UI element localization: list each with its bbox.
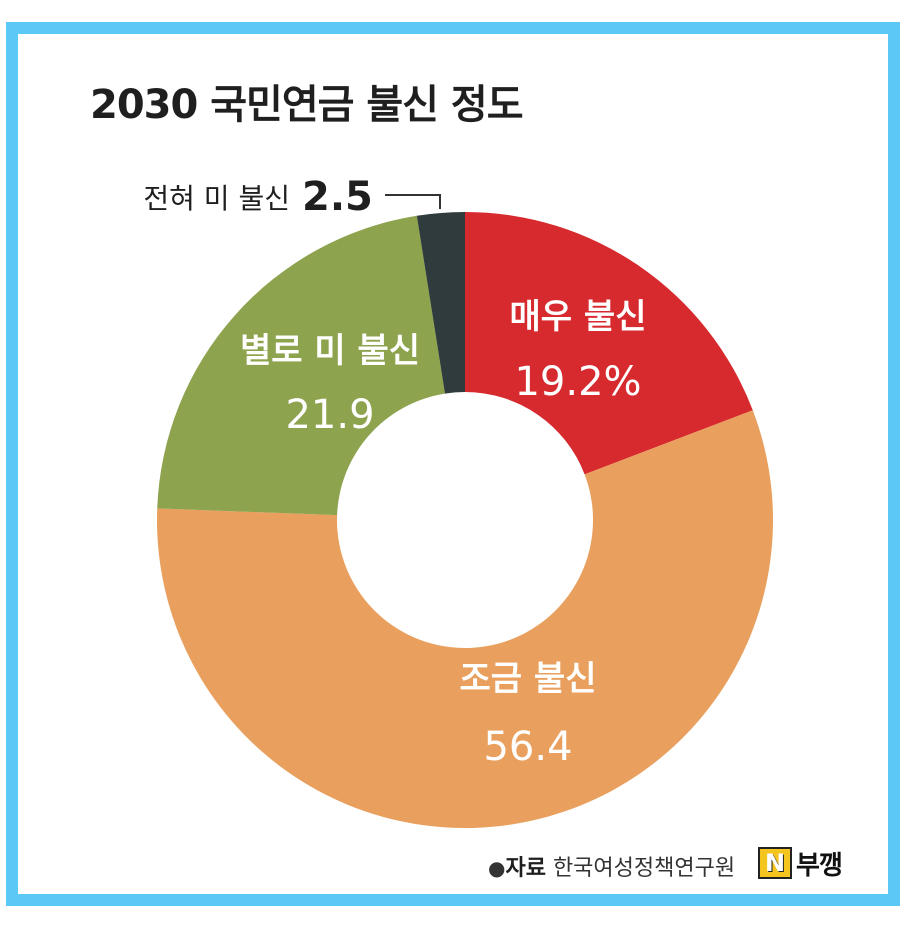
- value-label-별로-미-불신: 21.9: [285, 392, 374, 438]
- source-note: ●자료 한국여성정책연구원: [488, 850, 735, 882]
- source-bullet: ●: [488, 856, 506, 880]
- watermark-logo: N: [758, 847, 792, 879]
- watermark-text: 부깽: [796, 850, 843, 881]
- value-label-전혀-미-불신: 2.5: [302, 174, 373, 220]
- value-label-매우-불신: 19.2%: [514, 359, 641, 405]
- category-label-조금-불신: 조금 불신: [460, 659, 597, 699]
- watermark: N 부깽: [758, 846, 843, 881]
- category-label-전혀-미-불신: 전혀 미 불신: [143, 182, 290, 215]
- leader-line-전혀-미-불신: [385, 194, 441, 209]
- slice-별로-미-불신: [157, 215, 445, 516]
- source-text: 한국여성정책연구원: [552, 856, 736, 881]
- source-label: 자료: [505, 856, 546, 881]
- value-label-조금-불신: 56.4: [483, 724, 572, 770]
- slice-매우-불신: [465, 212, 753, 475]
- category-label-별로-미-불신: 별로 미 불신: [240, 331, 420, 371]
- category-label-매우-불신: 매우 불신: [510, 297, 647, 337]
- slice-전혀-미-불신: [416, 212, 465, 394]
- slice-조금-불신: [157, 410, 774, 829]
- chart-title: 2030 국민연금 불신 정도: [90, 82, 524, 128]
